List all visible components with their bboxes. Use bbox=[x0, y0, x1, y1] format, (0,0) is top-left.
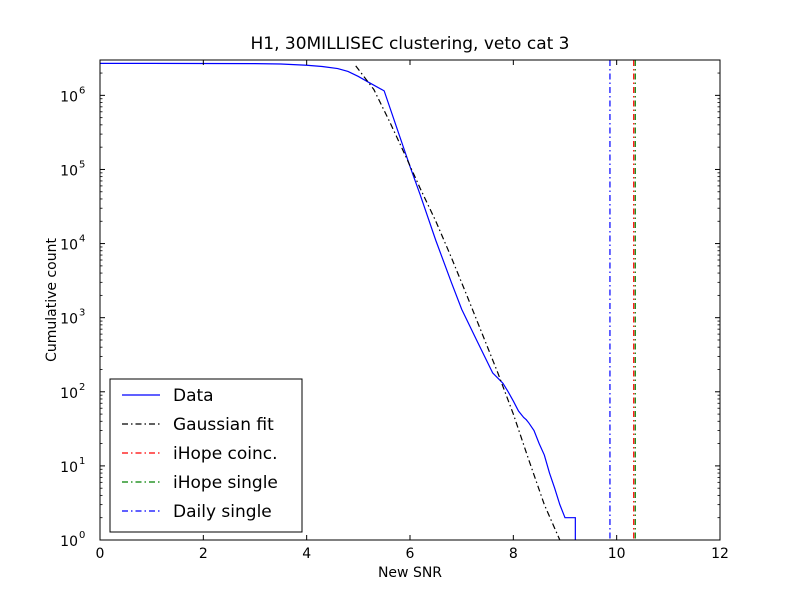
series-layer bbox=[100, 60, 636, 540]
legend-box bbox=[109, 378, 303, 533]
x-tick-label: 12 bbox=[711, 546, 729, 562]
y-tick-label: 10 bbox=[60, 238, 78, 254]
legend-label: Gaussian fit bbox=[173, 415, 274, 435]
legend-label: Daily single bbox=[173, 502, 272, 522]
legend: Data Gaussian fit iHope coinc. iHope single… bbox=[109, 378, 303, 533]
y-tick-label: 10 bbox=[60, 460, 78, 476]
chart-title: H1, 30MILLISEC clustering, veto cat 3 bbox=[250, 34, 569, 54]
legend-label: Data bbox=[173, 386, 214, 406]
x-axis: 0 2 4 6 8 10 12 bbox=[96, 60, 729, 562]
series-data-line bbox=[100, 62, 576, 540]
legend-label: iHope coinc. bbox=[173, 444, 278, 464]
x-tick-label: 8 bbox=[509, 546, 518, 562]
y-tick-label: 10 bbox=[60, 386, 78, 402]
y-tick-exponent: 2 bbox=[79, 382, 85, 393]
y-tick-exponent: 4 bbox=[79, 234, 85, 245]
y-tick-exponent: 6 bbox=[79, 85, 85, 96]
x-tick-label: 0 bbox=[96, 546, 105, 562]
x-axis-label: New SNR bbox=[378, 565, 442, 581]
y-tick-exponent: 0 bbox=[79, 530, 85, 541]
y-tick-exponent: 3 bbox=[79, 308, 85, 319]
x-tick-label: 2 bbox=[199, 546, 208, 562]
y-tick-label: 10 bbox=[60, 312, 78, 328]
y-tick-label: 10 bbox=[60, 89, 78, 105]
y-tick-label: 10 bbox=[60, 163, 78, 179]
x-tick-label: 4 bbox=[302, 546, 311, 562]
series-gaussian-fit-line bbox=[355, 65, 561, 540]
y-tick-exponent: 1 bbox=[79, 456, 85, 467]
y-tick-label: 10 bbox=[60, 534, 78, 550]
x-tick-label: 10 bbox=[608, 546, 626, 562]
y-axis-label: Cumulative count bbox=[44, 238, 60, 362]
y-tick-exponent: 5 bbox=[79, 159, 85, 170]
legend-label: iHope single bbox=[173, 473, 278, 493]
x-tick-label: 6 bbox=[406, 546, 415, 562]
